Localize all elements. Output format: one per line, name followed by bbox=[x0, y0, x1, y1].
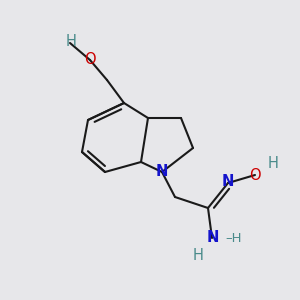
Text: O: O bbox=[249, 167, 261, 182]
Text: H: H bbox=[193, 248, 203, 262]
Text: H: H bbox=[268, 157, 278, 172]
Text: N: N bbox=[222, 175, 234, 190]
Text: –H: –H bbox=[225, 232, 242, 244]
Text: H: H bbox=[66, 34, 76, 49]
Text: O: O bbox=[84, 52, 96, 68]
Text: N: N bbox=[207, 230, 219, 245]
Text: N: N bbox=[156, 164, 168, 178]
